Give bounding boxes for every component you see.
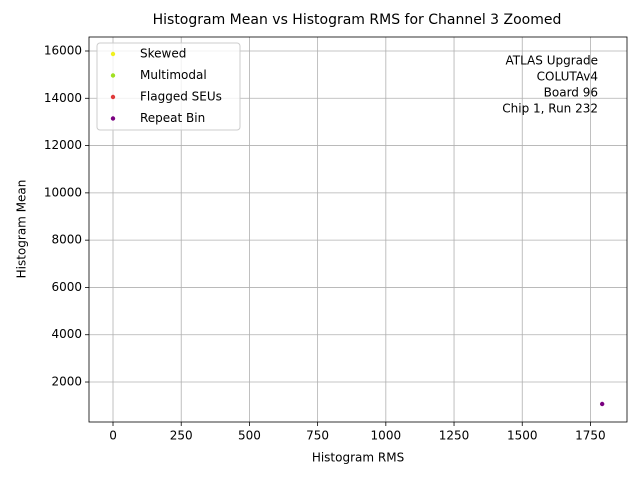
legend-box: [96, 42, 241, 131]
y-tick-label: 14000: [44, 91, 82, 105]
legend-label: Skewed: [140, 47, 186, 61]
x-tick-label: 1000: [371, 429, 402, 443]
legend-label: Multimodal: [140, 68, 207, 82]
point: [599, 401, 605, 407]
annotation: Board 96: [544, 86, 598, 100]
annotation: Chip 1, Run 232: [502, 102, 598, 116]
y-tick-label: 12000: [44, 138, 82, 152]
legend-label: Repeat Bin: [140, 111, 205, 125]
y-tick-label: 6000: [51, 280, 82, 294]
x-tick-label: 1250: [439, 429, 470, 443]
x-tick-label: 1750: [575, 429, 606, 443]
legend-marker: [110, 116, 116, 121]
y-tick-label: 16000: [44, 43, 82, 57]
x-tick-label: 750: [306, 429, 329, 443]
x-tick-label: 500: [238, 429, 261, 443]
legend-marker: [110, 73, 116, 78]
y-tick-label: 2000: [51, 375, 82, 389]
annotation: ATLAS Upgrade: [505, 54, 598, 68]
legend-marker: [110, 51, 116, 57]
y-tick-label: 4000: [51, 327, 82, 341]
y-axis-label: Histogram Mean: [15, 180, 29, 279]
legend-marker: [110, 94, 116, 100]
annotation: COLUTAv4: [537, 70, 598, 84]
legend-label: Flagged SEUs: [140, 90, 222, 104]
y-tick-label: 10000: [44, 185, 82, 199]
x-tick-label: 0: [109, 429, 117, 443]
plot-frame: [88, 36, 628, 423]
x-tick-label: 1500: [507, 429, 538, 443]
chart-title: Histogram Mean vs Histogram RMS for Chan…: [153, 12, 562, 28]
y-tick-label: 8000: [51, 233, 82, 247]
x-tick-label: 250: [170, 429, 193, 443]
x-axis-label: Histogram RMS: [312, 451, 404, 465]
